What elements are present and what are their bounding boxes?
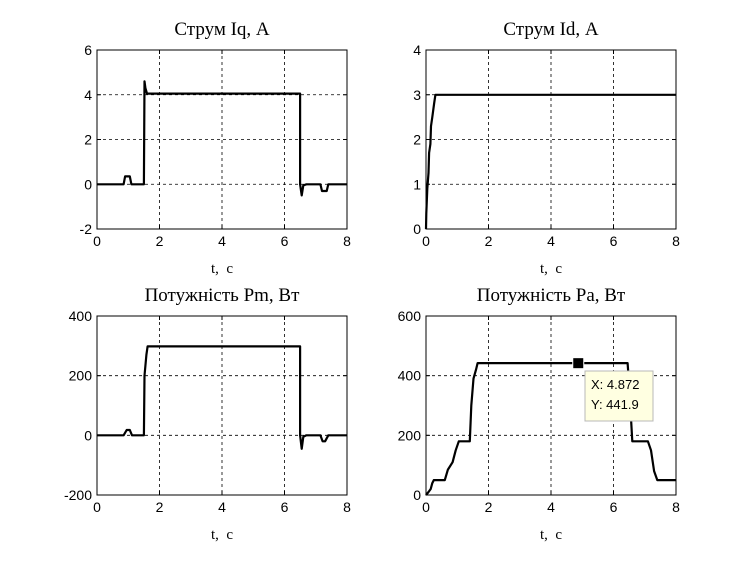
y-tick-label: 4 [84, 87, 92, 103]
y-tick-label: 200 [69, 368, 93, 384]
x-tick-label: 0 [93, 499, 101, 515]
data-tip-box [584, 370, 654, 422]
x-tick-label: 6 [281, 233, 289, 249]
y-tick-label: 1 [413, 176, 421, 192]
series-line [97, 345, 347, 450]
series-layer [424, 93, 676, 230]
y-tick-label: 4 [413, 42, 421, 58]
y-tick-label: -200 [64, 487, 92, 503]
subplot-id: 0 2 4 6 8 0 1 2 3 4 Струм Id, А t, c [413, 19, 680, 277]
x-tick-label: 4 [547, 499, 555, 515]
x-tick-label: 6 [281, 499, 289, 515]
data-tip[interactable]: X: 4.872 Y: 441.9 [584, 370, 654, 422]
x-tick-label: 8 [343, 499, 351, 515]
x-axis-label: t, c [211, 261, 233, 277]
x-tick-label: 2 [485, 233, 493, 249]
series-line [97, 80, 347, 197]
ticks: 0 2 4 6 8 0 200 400 600 [398, 308, 680, 515]
plot-title: Струм Iq, А [174, 19, 270, 40]
ticks: 0 2 4 6 8 0 1 2 3 4 [413, 42, 680, 249]
y-tick-label: 0 [84, 176, 92, 192]
y-tick-label: 600 [398, 308, 422, 324]
plot-title: Потужність Pa, Вт [477, 285, 626, 306]
data-tip-x: X: 4.872 [591, 377, 639, 392]
y-tick-label: 0 [413, 487, 421, 503]
x-axis-label: t, c [540, 261, 562, 277]
x-tick-label: 6 [610, 233, 618, 249]
series-layer [97, 345, 347, 450]
x-tick-label: 0 [422, 233, 430, 249]
y-tick-label: 3 [413, 87, 421, 103]
x-tick-label: 2 [485, 499, 493, 515]
x-tick-label: 4 [218, 233, 226, 249]
x-tick-label: 0 [93, 233, 101, 249]
y-tick-label: 400 [69, 308, 93, 324]
y-tick-label: 2 [84, 132, 92, 148]
data-tip-marker[interactable] [572, 357, 585, 370]
series-line [425, 362, 676, 496]
y-tick-label: 400 [398, 368, 422, 384]
series-layer [97, 80, 347, 197]
x-tick-label: 0 [422, 499, 430, 515]
x-axis-label: t, c [540, 527, 562, 543]
plot-area [426, 50, 676, 229]
y-tick-label: 6 [84, 42, 92, 58]
y-tick-label: 2 [413, 132, 421, 148]
y-tick-label: 200 [398, 427, 422, 443]
plot-area [97, 50, 347, 229]
x-tick-label: 2 [156, 499, 164, 515]
x-tick-label: 4 [218, 499, 226, 515]
x-tick-label: 8 [343, 233, 351, 249]
data-tip-y: Y: 441.9 [591, 397, 639, 412]
x-tick-label: 4 [547, 233, 555, 249]
series-line [424, 93, 676, 230]
y-tick-label: 0 [413, 221, 421, 237]
y-tick-label: -2 [80, 221, 93, 237]
x-tick-label: 8 [672, 233, 680, 249]
plot-title: Потужність Pm, Вт [145, 285, 301, 306]
y-tick-label: 0 [84, 427, 92, 443]
x-axis-label: t, c [211, 527, 233, 543]
plot-title: Струм Id, А [503, 19, 599, 40]
x-tick-label: 2 [156, 233, 164, 249]
series-layer [425, 362, 676, 496]
x-tick-label: 6 [610, 499, 618, 515]
subplot-pa: 0 2 4 6 8 0 200 400 600 Потужність Pa, Вт t, c X… [398, 285, 680, 543]
x-tick-label: 8 [672, 499, 680, 515]
